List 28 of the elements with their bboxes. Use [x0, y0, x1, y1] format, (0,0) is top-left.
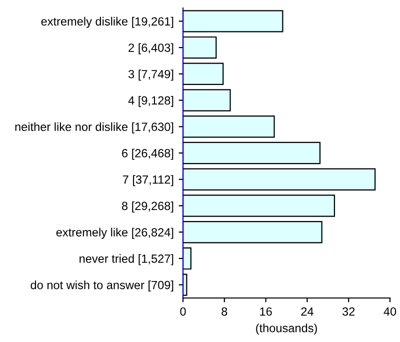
bar [183, 116, 275, 138]
x-tick-label: 24 [301, 307, 314, 316]
bar [183, 142, 321, 164]
y-tick-label: 7 [37,112] [122, 175, 174, 186]
x-tick-label: 8 [222, 307, 228, 316]
bar [183, 220, 322, 244]
y-tick-label: 3 [7,749] [128, 70, 174, 81]
bar [183, 194, 336, 217]
y-tick-label: never tried [1,527] [80, 254, 174, 266]
y-tick-label: 6 [26,468] [122, 148, 174, 160]
x-tick-label: 32 [342, 307, 355, 316]
y-tick-label: neither like nor dislike [17,630] [15, 122, 174, 134]
x-axis-title: (thousands) [256, 324, 317, 335]
bar [183, 168, 376, 190]
x-tick-label: 40 [384, 307, 396, 316]
y-tick-label: extremely dislike [19,261] [41, 16, 174, 28]
bar [183, 10, 284, 32]
bar [183, 247, 192, 270]
x-tick-label: 16 [260, 307, 272, 316]
y-tick-label: extremely like [26,824] [56, 228, 174, 239]
y-tick-label: 2 [6,403] [128, 43, 174, 54]
y-tick-label: do not wish to answer [709] [30, 280, 174, 292]
bar [183, 36, 217, 59]
x-tick-label: 0 [180, 307, 186, 316]
y-tick-label: 4 [9,128] [128, 96, 174, 107]
bar [183, 62, 224, 86]
y-tick-label: 8 [29,268] [122, 201, 174, 212]
bar [183, 89, 231, 112]
